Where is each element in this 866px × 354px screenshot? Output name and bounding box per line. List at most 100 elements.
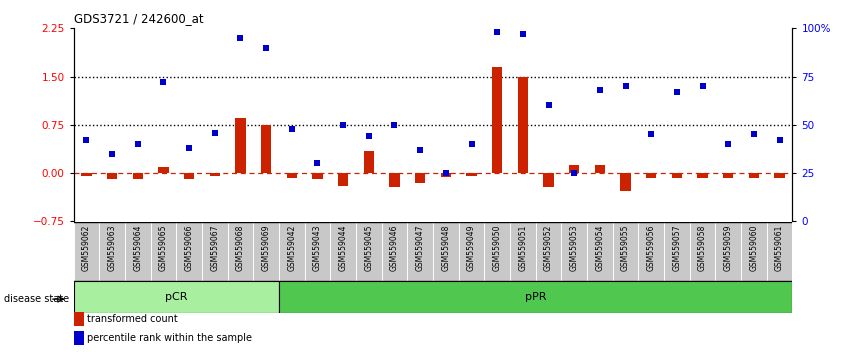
Text: GSM559049: GSM559049 xyxy=(467,225,476,272)
Text: GSM559068: GSM559068 xyxy=(236,225,245,271)
Text: GSM559047: GSM559047 xyxy=(416,225,424,272)
Bar xyxy=(723,173,734,178)
Bar xyxy=(433,222,459,281)
Bar xyxy=(158,167,169,173)
Text: disease state: disease state xyxy=(4,294,69,304)
Bar xyxy=(492,67,502,173)
Bar xyxy=(664,222,689,281)
Text: GSM559061: GSM559061 xyxy=(775,225,784,271)
Bar xyxy=(100,222,125,281)
Text: GSM559066: GSM559066 xyxy=(184,225,194,272)
Bar xyxy=(228,222,253,281)
Point xyxy=(593,87,607,93)
Bar xyxy=(715,222,741,281)
Text: GSM559043: GSM559043 xyxy=(313,225,322,272)
Text: GSM559064: GSM559064 xyxy=(133,225,142,272)
Text: GSM559069: GSM559069 xyxy=(262,225,271,272)
Bar xyxy=(74,222,100,281)
Point xyxy=(721,141,735,147)
Point xyxy=(157,80,171,85)
Text: GSM559063: GSM559063 xyxy=(107,225,117,272)
Text: GSM559044: GSM559044 xyxy=(339,225,347,272)
Text: GSM559052: GSM559052 xyxy=(544,225,553,271)
Text: GSM559050: GSM559050 xyxy=(493,225,501,272)
Point xyxy=(131,141,145,147)
Point xyxy=(285,126,299,131)
Bar xyxy=(689,222,715,281)
Point xyxy=(388,122,402,127)
Text: GSM559057: GSM559057 xyxy=(672,225,682,272)
Bar xyxy=(543,173,553,187)
Bar xyxy=(338,173,348,186)
Point xyxy=(747,132,761,137)
Bar xyxy=(459,222,484,281)
Text: GSM559058: GSM559058 xyxy=(698,225,707,271)
Bar xyxy=(330,222,356,281)
Bar xyxy=(74,281,279,313)
Bar xyxy=(184,173,194,179)
Bar xyxy=(313,173,323,179)
Text: transformed count: transformed count xyxy=(87,314,178,324)
Text: GSM559067: GSM559067 xyxy=(210,225,219,272)
Bar xyxy=(364,150,374,173)
Point xyxy=(772,137,786,143)
Bar xyxy=(766,222,792,281)
Bar xyxy=(261,125,271,173)
Bar xyxy=(390,173,399,187)
Bar xyxy=(356,222,382,281)
Bar xyxy=(279,281,792,313)
Text: GSM559059: GSM559059 xyxy=(724,225,733,272)
Text: GSM559051: GSM559051 xyxy=(519,225,527,271)
Bar xyxy=(236,118,246,173)
Bar xyxy=(587,222,612,281)
Point xyxy=(464,141,478,147)
Bar xyxy=(125,222,151,281)
Point xyxy=(234,35,248,41)
Text: GSM559055: GSM559055 xyxy=(621,225,630,272)
Text: GSM559054: GSM559054 xyxy=(595,225,604,272)
Text: pPR: pPR xyxy=(525,292,546,302)
Bar xyxy=(107,173,117,179)
Point xyxy=(670,89,684,95)
Point xyxy=(208,130,222,135)
Bar xyxy=(741,222,766,281)
Bar xyxy=(132,173,143,179)
Text: percentile rank within the sample: percentile rank within the sample xyxy=(87,333,253,343)
Bar xyxy=(467,173,476,176)
Point xyxy=(541,103,555,108)
Bar xyxy=(774,173,785,178)
Bar xyxy=(620,173,630,191)
Bar xyxy=(569,165,579,173)
Bar xyxy=(382,222,407,281)
Bar xyxy=(646,173,656,177)
Bar xyxy=(697,173,708,178)
Point xyxy=(80,137,94,143)
Point xyxy=(105,151,119,156)
Point xyxy=(567,170,581,176)
Bar xyxy=(407,222,433,281)
Bar xyxy=(510,222,536,281)
Bar xyxy=(151,222,177,281)
Point xyxy=(618,84,632,89)
Point xyxy=(362,133,376,139)
Point xyxy=(259,45,273,50)
Bar xyxy=(536,222,561,281)
Text: GSM559042: GSM559042 xyxy=(288,225,296,271)
Bar xyxy=(638,222,664,281)
Bar xyxy=(749,173,759,178)
Text: pCR: pCR xyxy=(165,292,188,302)
Point xyxy=(695,84,709,89)
Text: GSM559046: GSM559046 xyxy=(390,225,399,272)
Bar xyxy=(305,222,330,281)
Point xyxy=(644,132,658,137)
Text: GSM559045: GSM559045 xyxy=(365,225,373,272)
Bar xyxy=(441,173,451,177)
Bar xyxy=(253,222,279,281)
Bar xyxy=(415,173,425,183)
Text: GSM559065: GSM559065 xyxy=(159,225,168,272)
Point xyxy=(413,147,427,153)
Bar xyxy=(287,173,297,178)
Text: GSM559062: GSM559062 xyxy=(82,225,91,271)
Bar xyxy=(518,76,528,173)
Bar xyxy=(81,173,92,176)
